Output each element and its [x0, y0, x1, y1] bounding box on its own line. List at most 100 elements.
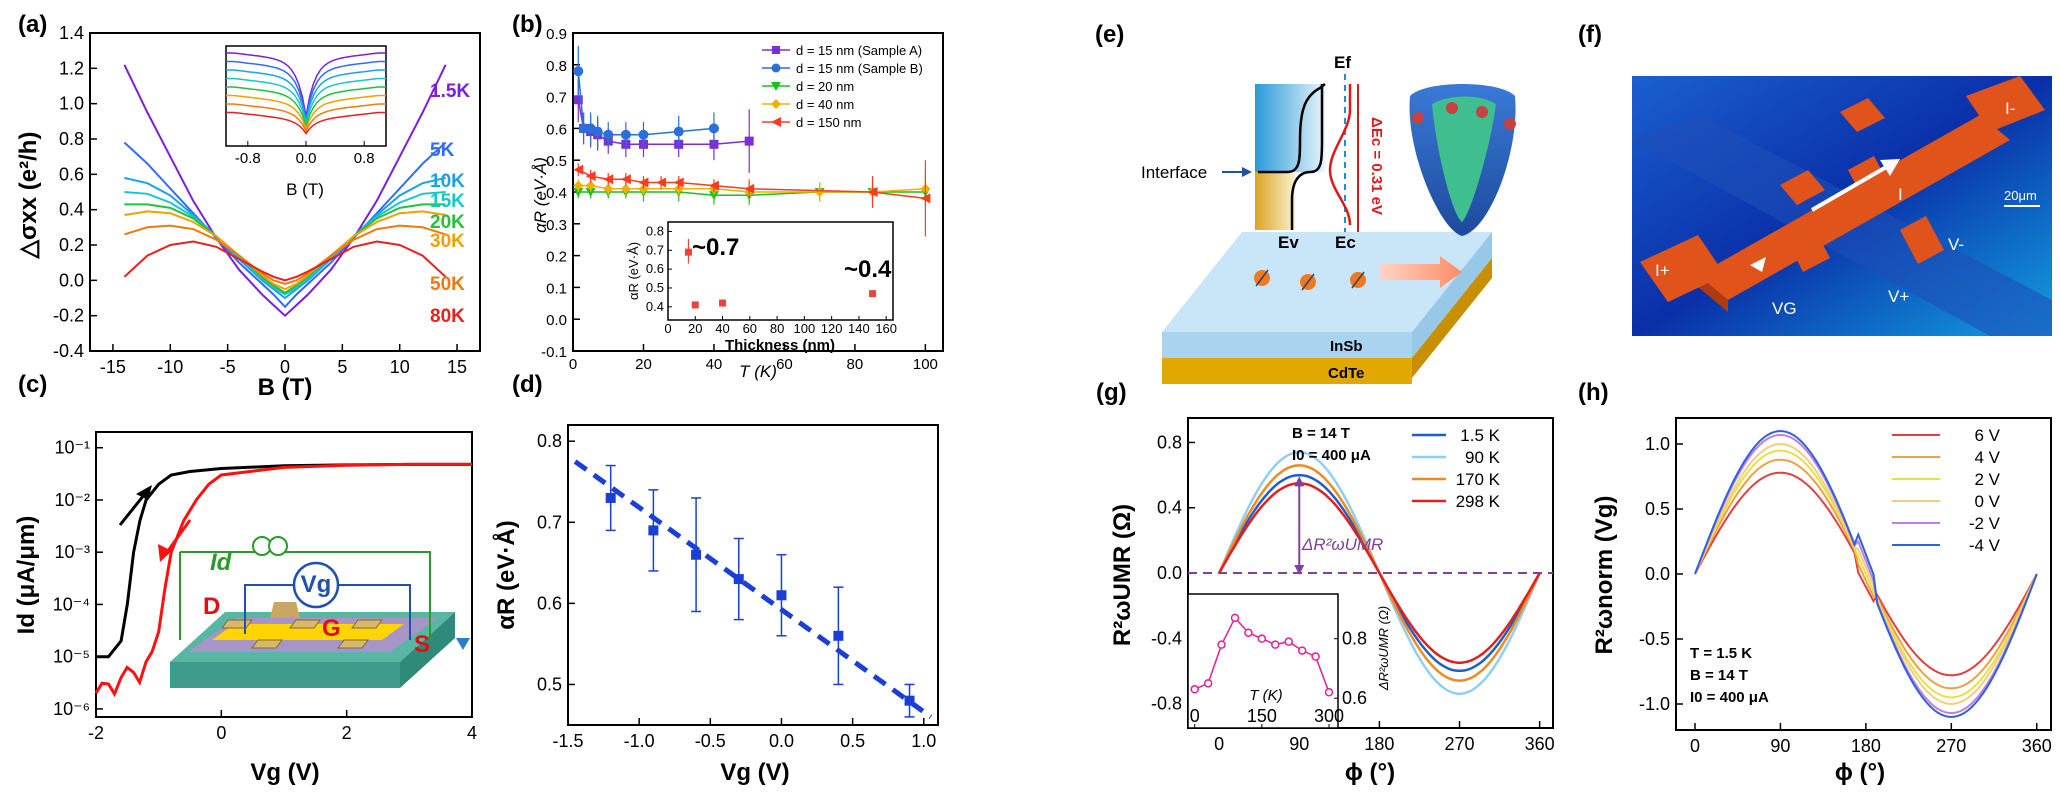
data-point [867, 187, 878, 197]
legend-entry-1: 90 K [1465, 448, 1501, 467]
temp-label-5K: 5K [430, 140, 455, 161]
current-arrow [1810, 164, 1890, 212]
x-tick-label: -15 [100, 357, 126, 377]
x-tick-label: 10 [390, 357, 410, 377]
y-tick-label: 0.7 [537, 512, 562, 532]
data-point [814, 187, 825, 197]
panel-g-ylabel: R²ωUMR (Ω) [1109, 504, 1136, 646]
y-tick-label: 0.8 [59, 129, 84, 149]
gate-label: G [322, 615, 341, 642]
param-b: B = 14 T [1690, 667, 1748, 684]
x-tick-label: 15 [447, 357, 467, 377]
data-point [585, 180, 596, 191]
y-tick-label: -0.8 [1151, 694, 1182, 714]
panel-d-xlabel: Vg (V) [720, 759, 789, 786]
curve-6 V [1694, 471, 2038, 677]
panel-b-letter: (b) [512, 11, 543, 38]
y-tick-label: -0.1 [541, 344, 567, 361]
inset-x-tick-label: 100 [794, 321, 816, 336]
y-tick-label: 0.0 [59, 270, 84, 290]
legend-entry-0: d = 15 nm (Sample A) [796, 43, 922, 58]
curve-4 V [1694, 458, 2038, 690]
x-tick-label: -1.5 [552, 731, 583, 751]
panel-g: 0 90 180 270 360 -0.8 -0.4 0.0 0.4 0.8 ΔR²ωUMR B = … [1109, 417, 1555, 786]
curve-20K [124, 203, 446, 294]
data-point [620, 129, 631, 140]
x-tick-label: 270 [1445, 734, 1475, 754]
x-tick-label: 5 [337, 357, 347, 377]
y-tick-label: 0.0 [546, 312, 567, 329]
x-tick-label: 0.0 [769, 731, 794, 751]
y-tick-label: 10⁻³ [54, 542, 90, 562]
contact-pad [351, 619, 383, 629]
x-tick-label: 180 [1364, 734, 1394, 754]
panel-f: I+ I- I VG V+ V- 20μm [1632, 76, 2052, 336]
inset-curve [226, 103, 386, 133]
data-point [904, 695, 915, 706]
iplus-label: I+ [1655, 261, 1670, 280]
panel-c-letter: (c) [18, 371, 47, 398]
data-point [573, 66, 584, 77]
legend-entry-3: d = 40 nm [796, 97, 854, 112]
inset-y-tick-label: 0.6 [646, 261, 664, 276]
x-tick-label: 0 [1214, 734, 1224, 754]
inset-curve [226, 86, 386, 129]
series-line-1 [577, 71, 715, 136]
x-tick-label: 4 [467, 723, 477, 743]
x-tick-label: 60 [776, 356, 793, 373]
inset-point [1190, 685, 1199, 694]
y-tick-label: 0.4 [546, 185, 567, 202]
sweep-arrow-up-head [136, 485, 152, 500]
id-label: Id [210, 549, 233, 576]
current-label: I [1898, 185, 1903, 204]
contact-pad [221, 619, 253, 629]
inset-point [1244, 628, 1253, 637]
curve-10K [124, 176, 446, 300]
cdte-side [1412, 258, 1492, 378]
panel-d: -1.5 -1.0 -0.5 0.0 0.5 1.0 0.5 0.6 0.7 0.8 Vg (V) α… [492, 424, 939, 786]
legend-entry-4: d = 150 nm [796, 115, 861, 130]
data-point [603, 174, 614, 185]
x-tick-label: 270 [1936, 736, 1966, 756]
pad-iplus [1640, 235, 1725, 302]
legend-entry-0: 1.5 K [1460, 426, 1500, 445]
ec-profile [1328, 84, 1352, 226]
valence-region [1255, 172, 1295, 230]
x-tick-label: 0.5 [840, 731, 865, 751]
legend-marker [771, 117, 781, 127]
inset-y-tick-label: 0.7 [646, 242, 664, 257]
insb-top [1162, 232, 1492, 332]
inset-point [1271, 640, 1280, 649]
legend-entry-4: -2 V [1969, 514, 2001, 533]
spin-arrow [1301, 273, 1315, 291]
panel-d-letter: (d) [512, 371, 543, 398]
y-tick-label: 0.6 [546, 121, 567, 138]
inset-x-tick-label: 120 [821, 321, 843, 336]
temp-label-20K: 20K [430, 212, 465, 233]
y-tick-label: 0.7 [546, 90, 567, 107]
gate-pad [270, 602, 300, 618]
spin-arrow [1351, 271, 1365, 289]
x-tick-label: 180 [1851, 736, 1881, 756]
panel-h-ylabel: R²ωnorm (Vg) [1591, 496, 1618, 655]
y-tick-label: 0.1 [546, 280, 567, 297]
data-point [920, 193, 931, 204]
vg-meter [292, 561, 340, 609]
y-tick-label: 10⁻⁶ [53, 699, 90, 719]
spin-ball [1476, 106, 1488, 118]
inset-point [1324, 688, 1334, 697]
current-arrow-head [1880, 159, 1900, 176]
curve--4 V [1694, 430, 2038, 718]
device-schematic: Vg Id D G S [170, 536, 470, 688]
x-tick-label: 0 [569, 356, 577, 373]
x-tick-label: 0 [280, 357, 290, 377]
data-point [673, 177, 684, 188]
inset-point [691, 301, 699, 309]
spin-arrow [1255, 269, 1269, 287]
contact-pad [251, 639, 283, 649]
x-tick-label: -2 [88, 723, 104, 743]
inset-curve [226, 111, 386, 135]
inset-y-tick-label: 0.5 [646, 280, 664, 295]
inset-y-tick-label: 0.4 [646, 299, 664, 314]
x-tick-label: 90 [1289, 734, 1309, 754]
